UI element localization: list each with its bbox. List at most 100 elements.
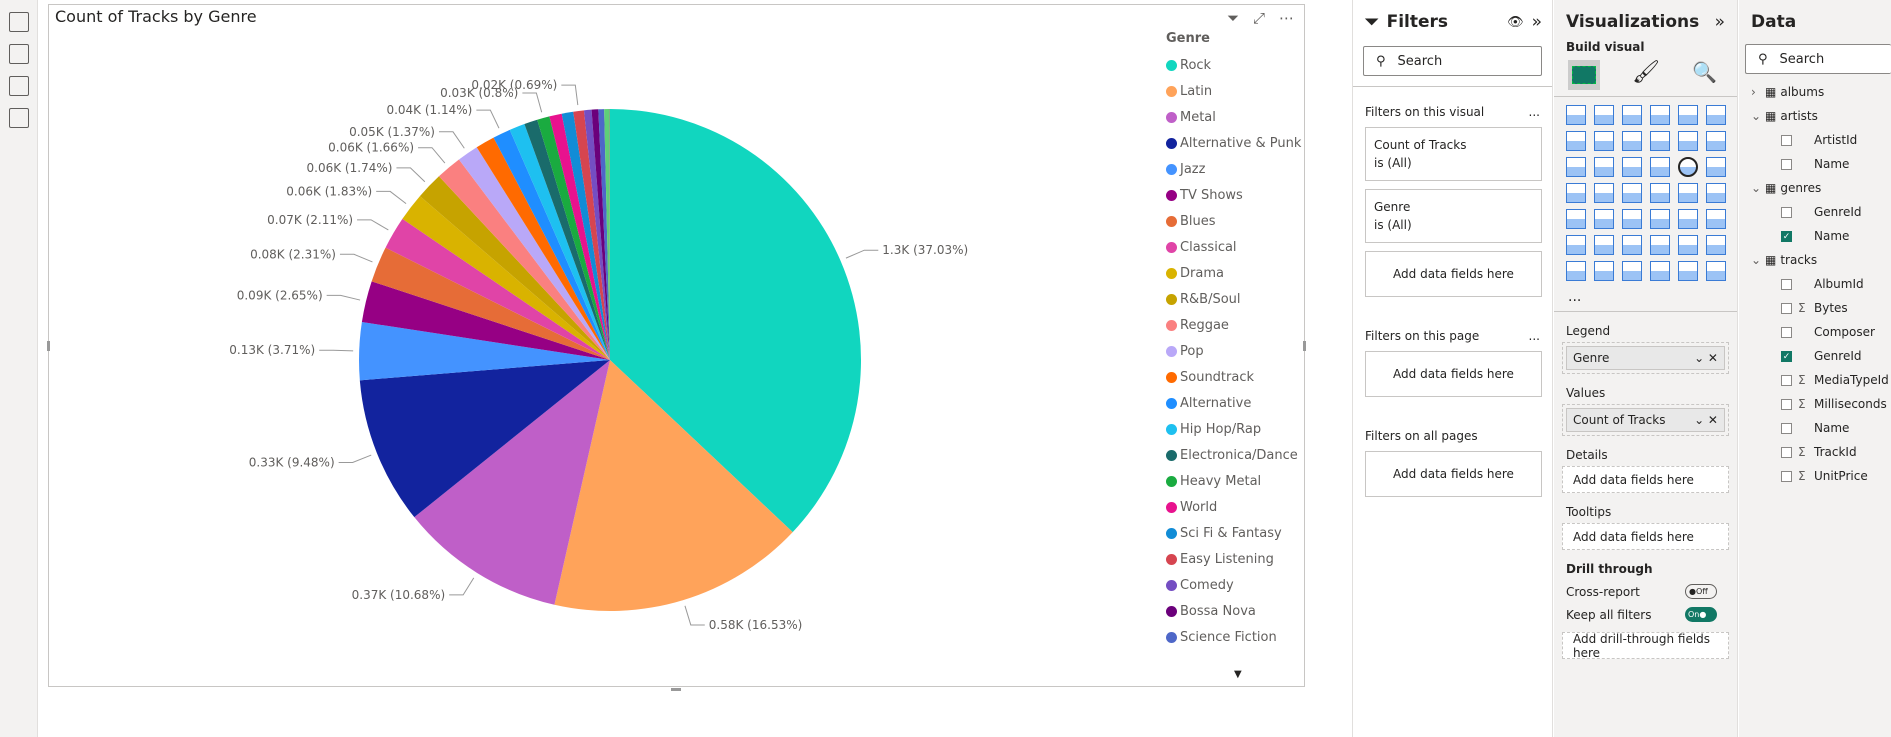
visual-type-icon[interactable]: [1706, 105, 1726, 125]
filter-icon[interactable]: ⏷: [1226, 9, 1239, 27]
keep-all-filters-toggle[interactable]: On ●: [1685, 607, 1717, 622]
more-options-icon[interactable]: ...: [1528, 329, 1540, 343]
visual-type-icon[interactable]: [1706, 183, 1726, 203]
visual-type-icon[interactable]: [1706, 131, 1726, 151]
field-item[interactable]: Σ Bytes: [1751, 296, 1891, 320]
visual-type-icon[interactable]: [1650, 235, 1670, 255]
pie-slice[interactable]: [414, 360, 610, 605]
visual-type-icon[interactable]: [1594, 261, 1614, 281]
dax-query-icon[interactable]: [9, 108, 29, 128]
add-all-pages-filter-field[interactable]: Add data fields here: [1365, 451, 1542, 497]
field-checkbox[interactable]: ✓: [1781, 230, 1792, 242]
visual-type-icon[interactable]: [1566, 261, 1586, 281]
legend-item[interactable]: Sci Fi & Fantasy: [1166, 520, 1301, 546]
legend-item[interactable]: TV Shows: [1166, 182, 1301, 208]
eye-icon[interactable]: 👁: [1507, 14, 1524, 30]
visual-type-icon[interactable]: [1566, 157, 1586, 177]
field-item[interactable]: AlbumId: [1751, 272, 1891, 296]
legend-item[interactable]: R&B/Soul: [1166, 286, 1301, 312]
drill-through-well[interactable]: Add drill-through fields here: [1562, 632, 1729, 660]
pie-slice[interactable]: [598, 109, 610, 360]
visual-type-icon[interactable]: [1594, 157, 1614, 177]
legend-item[interactable]: Hip Hop/Rap: [1166, 416, 1301, 442]
filter-card-count-of-tracks[interactable]: Count of Tracks is (All): [1365, 127, 1542, 181]
fields-tab-icon[interactable]: [1568, 60, 1600, 90]
field-checkbox[interactable]: [1781, 134, 1792, 146]
pie-slice[interactable]: [604, 109, 610, 361]
field-checkbox[interactable]: [1781, 422, 1792, 434]
pie-slice[interactable]: [359, 360, 610, 518]
legend-field-pill[interactable]: Genre ⌄ ✕: [1566, 346, 1725, 370]
legend-item[interactable]: Alternative & Punk: [1166, 130, 1301, 156]
visual-type-icon[interactable]: [1594, 183, 1614, 203]
visual-type-icon[interactable]: [1622, 157, 1642, 177]
field-checkbox[interactable]: [1781, 278, 1792, 290]
legend-item[interactable]: Bossa Nova: [1166, 598, 1301, 624]
table-node[interactable]: ⌄ ▦ genres: [1751, 176, 1891, 200]
filters-search-input[interactable]: ⚲ Search: [1363, 46, 1542, 76]
data-search-input[interactable]: ⚲ Search: [1745, 44, 1891, 74]
field-checkbox[interactable]: [1781, 326, 1792, 338]
visual-type-icon[interactable]: [1566, 235, 1586, 255]
visual-type-icon[interactable]: [1678, 183, 1698, 203]
visual-type-icon[interactable]: [1650, 183, 1670, 203]
pie-slice[interactable]: [509, 124, 610, 360]
pie-chart-type-icon[interactable]: [1678, 157, 1698, 177]
field-item[interactable]: Σ Milliseconds: [1751, 392, 1891, 416]
details-well[interactable]: Add data fields here: [1562, 466, 1729, 493]
visual-type-icon[interactable]: [1706, 261, 1726, 281]
legend-item[interactable]: Metal: [1166, 104, 1301, 130]
chevron-down-icon[interactable]: ⌄: [1751, 253, 1762, 267]
legend-item[interactable]: World: [1166, 494, 1301, 520]
field-item[interactable]: ✓ Name: [1751, 224, 1891, 248]
visual-type-icon[interactable]: [1622, 261, 1642, 281]
visual-type-icon[interactable]: [1566, 131, 1586, 151]
legend-item[interactable]: Heavy Metal: [1166, 468, 1301, 494]
chevron-down-remove-icons[interactable]: ⌄ ✕: [1694, 351, 1718, 365]
legend-item[interactable]: Drama: [1166, 260, 1301, 286]
legend-item[interactable]: Science Fiction: [1166, 624, 1301, 650]
visual-type-icon[interactable]: [1622, 105, 1642, 125]
legend-item[interactable]: Latin: [1166, 78, 1301, 104]
tooltips-well[interactable]: Add data fields here: [1562, 523, 1729, 550]
table-node[interactable]: ⌄ ▦ tracks: [1751, 248, 1891, 272]
visual-type-icon[interactable]: [1594, 105, 1614, 125]
chevron-down-icon[interactable]: ⌄: [1751, 181, 1762, 195]
cross-report-toggle[interactable]: ● Off: [1685, 584, 1717, 599]
legend-item[interactable]: Reggae: [1166, 312, 1301, 338]
table-node[interactable]: › ▦ albums: [1751, 80, 1891, 104]
field-item[interactable]: ✓ GenreId: [1751, 344, 1891, 368]
pie-slice[interactable]: [385, 218, 610, 360]
add-page-filter-field[interactable]: Add data fields here: [1365, 351, 1542, 397]
pie-slice[interactable]: [493, 129, 610, 360]
pie-slice[interactable]: [361, 281, 610, 360]
report-view-icon[interactable]: [9, 12, 29, 32]
field-item[interactable]: Σ UnitPrice: [1751, 464, 1891, 488]
pie-slice[interactable]: [610, 109, 862, 533]
pie-slice[interactable]: [419, 176, 610, 360]
field-checkbox[interactable]: [1781, 446, 1792, 458]
visual-type-icon[interactable]: [1594, 131, 1614, 151]
filter-card-genre[interactable]: Genre is (All): [1365, 189, 1542, 243]
pie-slice[interactable]: [402, 196, 610, 360]
field-checkbox[interactable]: [1781, 470, 1792, 482]
legend-item[interactable]: Comedy: [1166, 572, 1301, 598]
chevron-right-icon[interactable]: ›: [1751, 85, 1756, 99]
visual-type-icon[interactable]: [1650, 105, 1670, 125]
visual-type-icon[interactable]: [1622, 131, 1642, 151]
model-view-icon[interactable]: [9, 76, 29, 96]
pie-slice[interactable]: [371, 247, 610, 360]
pie-slice[interactable]: [476, 137, 610, 360]
pie-slice[interactable]: [524, 119, 610, 360]
legend-item[interactable]: Blues: [1166, 208, 1301, 234]
visual-type-icon[interactable]: [1706, 209, 1726, 229]
field-item[interactable]: ArtistId: [1751, 128, 1891, 152]
legend-item[interactable]: Classical: [1166, 234, 1301, 260]
resize-handle-right[interactable]: [1303, 341, 1306, 351]
focus-mode-icon[interactable]: ⤢: [1252, 9, 1265, 27]
visual-type-icon[interactable]: [1650, 209, 1670, 229]
visual-type-icon[interactable]: [1678, 131, 1698, 151]
collapse-visualizations-icon[interactable]: »: [1714, 12, 1725, 32]
field-item[interactable]: GenreId: [1751, 200, 1891, 224]
field-item[interactable]: Name: [1751, 416, 1891, 440]
